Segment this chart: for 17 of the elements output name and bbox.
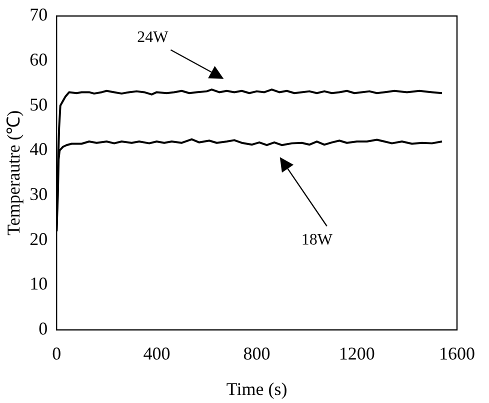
y-tick-label: 40 [30, 139, 48, 160]
x-tick-label: 1600 [439, 343, 475, 364]
y-tick-label: 70 [30, 4, 48, 25]
x-tick-label: 400 [143, 343, 170, 364]
y-tick-label: 20 [30, 228, 48, 249]
x-tick-label: 0 [52, 343, 62, 364]
y-tick-label: 0 [38, 318, 48, 339]
annotation: 18W [301, 231, 334, 248]
y-tick-label: 30 [30, 184, 48, 204]
x-axis-title: Time (s) [226, 378, 288, 399]
x-tick-label: 800 [243, 343, 270, 364]
y-tick-label: 50 [30, 94, 48, 114]
y-tick-label: 60 [30, 50, 48, 70]
x-tick-label: 1200 [338, 343, 375, 364]
y-tick-label: 10 [30, 274, 48, 294]
annotation: 24W [137, 29, 170, 46]
y-axis-title: Temperautre (℃) [4, 110, 24, 236]
